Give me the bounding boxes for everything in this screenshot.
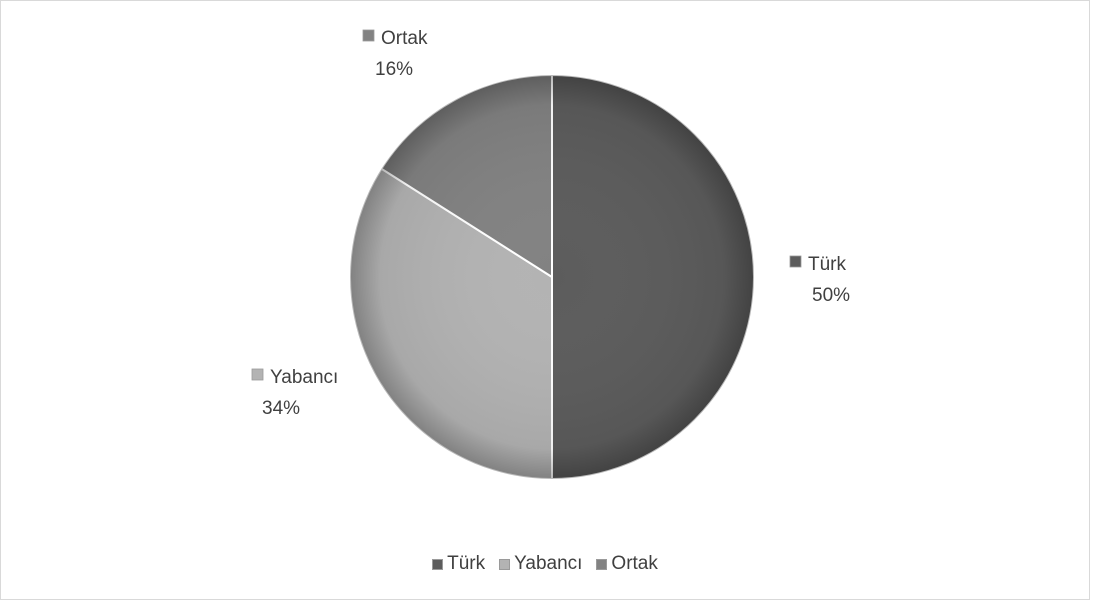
data-label-value-ortak: 16%	[375, 59, 413, 80]
data-label-value-yabanci: 34%	[262, 398, 300, 419]
data-label-name-yabanci: Yabancı	[270, 367, 338, 388]
legend-swatch-turk	[432, 558, 444, 570]
legend-item-ortak: Ortak	[596, 553, 658, 575]
legend-label-ortak: Ortak	[611, 553, 658, 574]
data-label-swatch-ortak	[362, 29, 375, 42]
legend-item-yabanci: Yabancı	[499, 553, 582, 575]
data-label-name-turk: Türk	[808, 254, 847, 275]
legend: Türk Yabancı Ortak	[0, 549, 1090, 579]
data-label-value-turk: 50%	[812, 285, 850, 306]
pie-slices	[349, 73, 755, 481]
legend-label-yabanci: Yabancı	[514, 553, 583, 574]
data-label-name-ortak: Ortak	[381, 28, 428, 49]
data-label-swatch-yabanci	[251, 368, 264, 381]
legend-label-turk: Türk	[447, 553, 486, 574]
data-label-swatch-turk	[789, 255, 802, 268]
legend-swatch-ortak	[596, 558, 608, 570]
legend-item-turk: Türk	[432, 553, 485, 575]
legend-swatch-yabanci	[499, 558, 511, 570]
data-labels: Türk 50% Yabancı 34% Ortak 16%	[251, 28, 850, 419]
pie-slice-turk	[551, 73, 755, 481]
